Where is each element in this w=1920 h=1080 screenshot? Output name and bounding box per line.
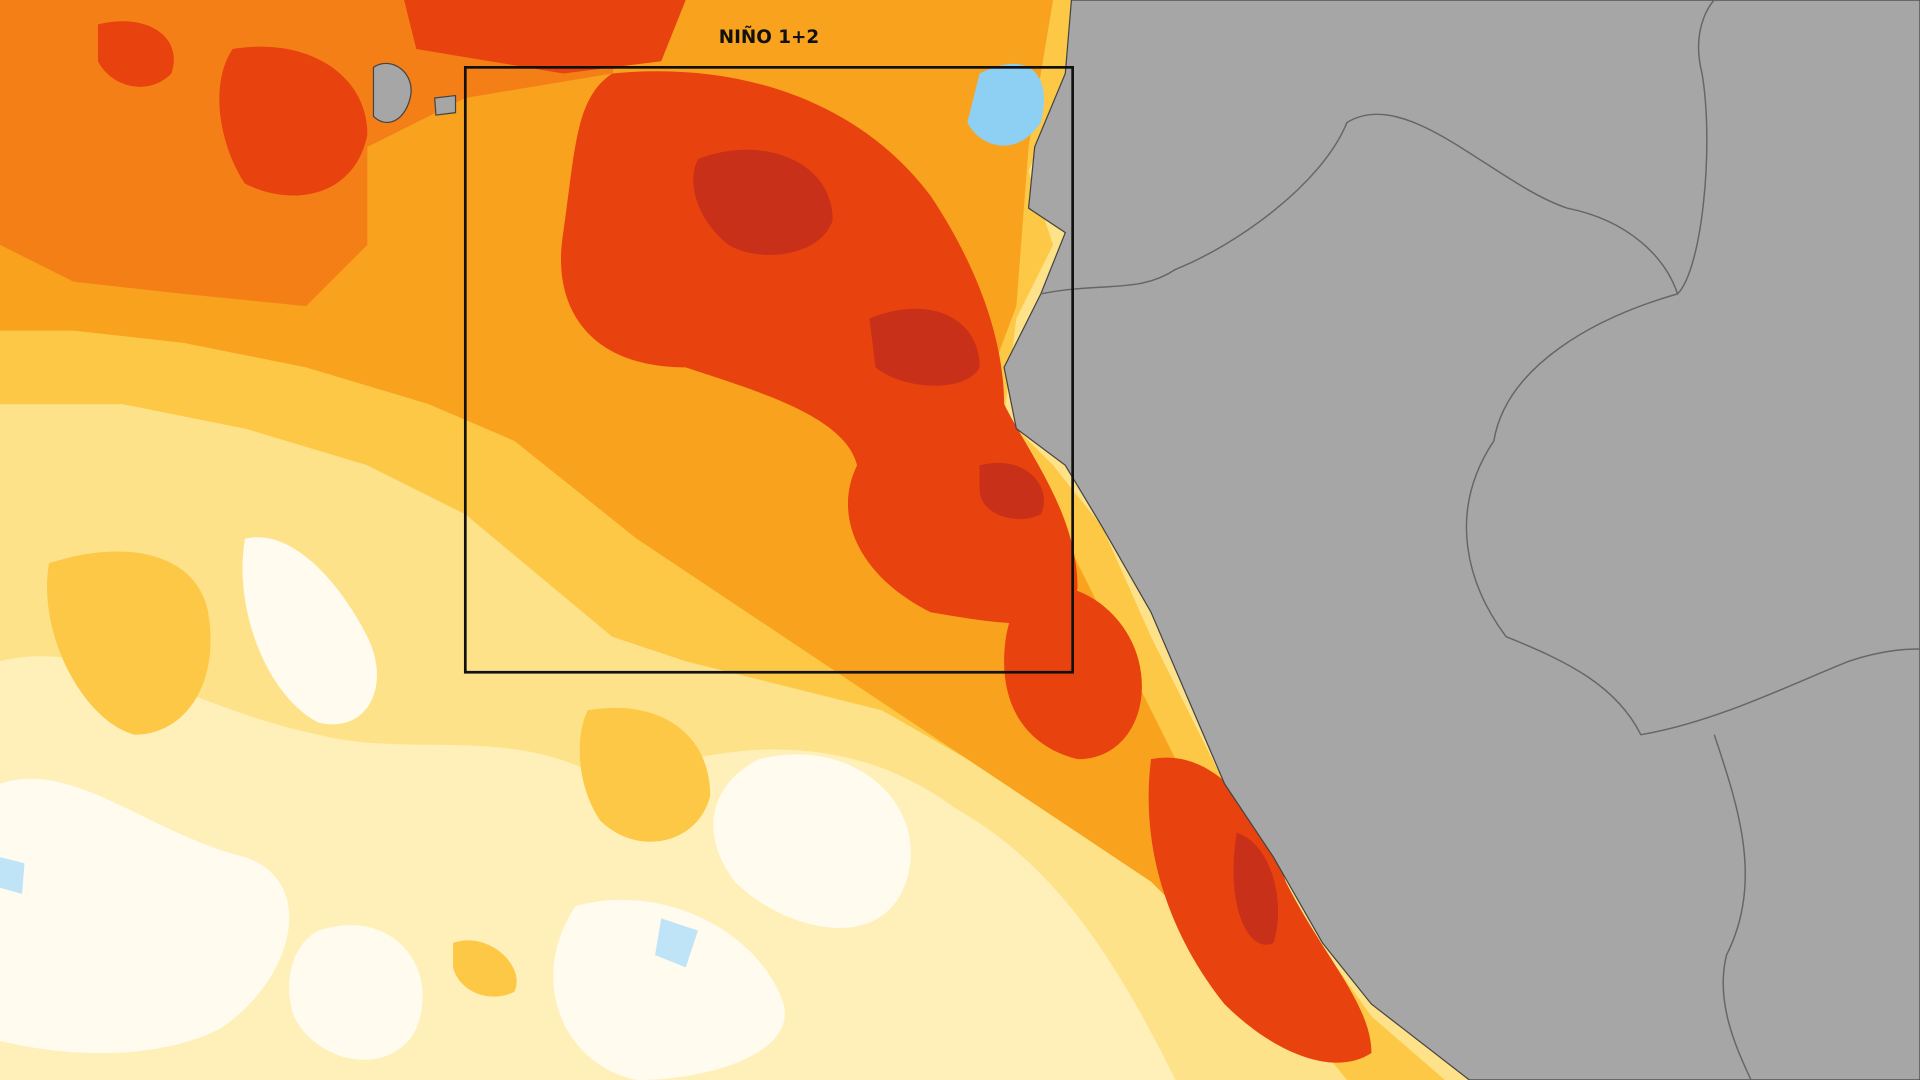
nino-region-box xyxy=(463,66,1074,674)
box-label: NIÑO 1+2 xyxy=(719,25,820,48)
land xyxy=(372,0,1920,1080)
